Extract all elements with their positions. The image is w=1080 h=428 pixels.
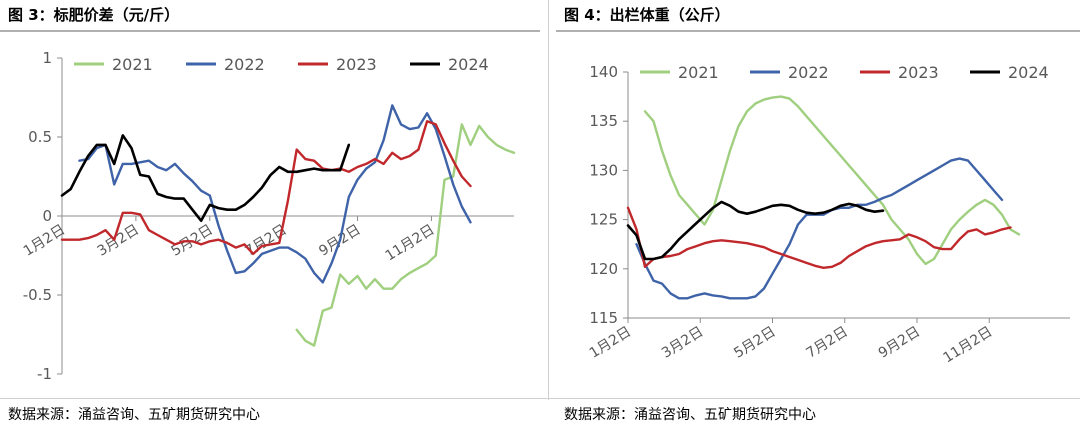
x-tick-label: 3月2日 [659, 324, 706, 362]
legend-label: 2023 [336, 55, 377, 74]
x-tick-label: 7月2日 [804, 324, 851, 362]
y-tick-label: 1 [42, 49, 52, 67]
y-tick-label: 0 [42, 207, 52, 225]
y-tick-label: 135 [589, 112, 618, 130]
legend-label: 2022 [224, 55, 265, 74]
chart-title-bar: 图 4：出栏体重（公斤） [556, 0, 1080, 32]
y-tick-label: -1 [37, 365, 52, 383]
y-tick-label: 120 [589, 260, 618, 278]
series-line-2023 [626, 206, 1012, 269]
y-tick-label: 115 [589, 309, 618, 327]
chart-source: 数据来源：涌益咨询、五矿期货研究中心 [8, 407, 260, 423]
x-tick-label: 1月2日 [587, 324, 634, 362]
y-tick-label: -0.5 [23, 286, 52, 304]
x-tick-label: 1月2日 [21, 222, 68, 260]
bottom-rule [0, 398, 1080, 399]
x-tick-label: 5月2日 [731, 324, 778, 362]
legend-label: 2022 [788, 63, 829, 82]
y-tick-label: 140 [589, 63, 618, 81]
panel-divider [548, 0, 549, 400]
legend-label: 2021 [678, 63, 719, 82]
chart-panel-weight: 图 4：出栏体重（公斤） 115 120 125 130 135 140 1月2日 3月2日 5… [556, 0, 1080, 428]
legend-label: 2021 [112, 55, 153, 74]
series-line-2022 [78, 104, 472, 284]
series-line-2022 [635, 157, 1004, 300]
chart-title-bar: 图 3：标肥价差（元/斤） [0, 0, 540, 32]
y-tick-label: 125 [589, 211, 618, 229]
series-line-2024 [626, 200, 885, 261]
series-line-2023 [60, 120, 472, 256]
series-line-2021 [643, 95, 1021, 266]
series-line-2021 [295, 123, 516, 347]
x-tick-label: 9月2日 [876, 324, 923, 362]
chart-panel-spread: 图 3：标肥价差（元/斤） -1 -0.5 0 0.5 1 1月2日 3月2日 5月2日 7月2… [0, 0, 540, 423]
legend-label: 2024 [448, 55, 489, 74]
x-tick-label: 11月2日 [940, 324, 995, 367]
chart-title: 图 3：标肥价差（元/斤） [8, 6, 180, 24]
legend-label: 2024 [1008, 63, 1049, 82]
series-line-2024 [60, 134, 351, 222]
y-tick-label: 0.5 [28, 128, 52, 146]
chart-title: 图 4：出栏体重（公斤） [564, 6, 730, 24]
y-tick-label: 130 [589, 161, 618, 179]
x-tick-label: 11月2日 [383, 222, 438, 265]
chart-source: 数据来源：涌益咨询、五矿期货研究中心 [564, 407, 816, 423]
legend-label: 2023 [898, 63, 939, 82]
weight-line-chart: 115 120 125 130 135 140 1月2日 3月2日 5月2日 7月2日 9月2日 11… [587, 63, 1070, 367]
